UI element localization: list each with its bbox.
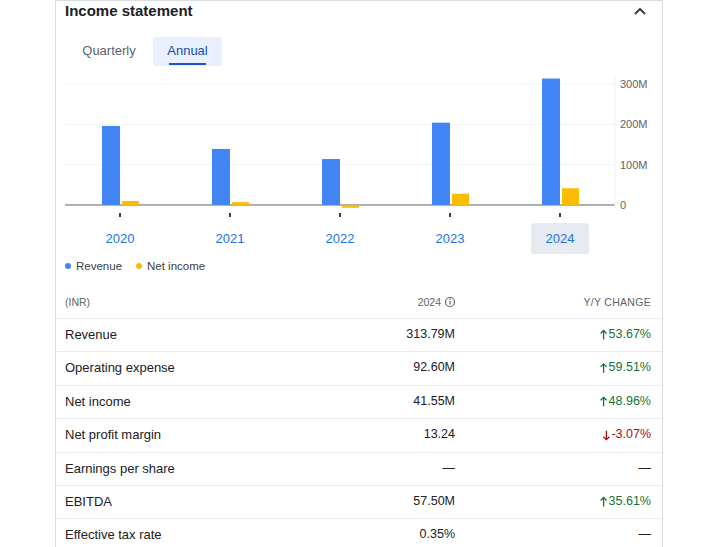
row-value: 41.55M bbox=[305, 394, 455, 408]
table-header: (INR) bbox=[65, 296, 90, 308]
bars bbox=[102, 79, 579, 208]
info-icon bbox=[449, 299, 450, 300]
row-label: Net profit margin bbox=[65, 427, 161, 442]
x-tick bbox=[339, 213, 341, 217]
change-arrow bbox=[601, 331, 607, 334]
row-change: — bbox=[501, 527, 651, 541]
bar bbox=[322, 159, 340, 205]
legend-label: Net income bbox=[147, 260, 205, 272]
legend-marker bbox=[65, 263, 71, 269]
row-separator bbox=[55, 418, 662, 419]
bar bbox=[122, 201, 139, 205]
grid-line bbox=[65, 124, 615, 125]
x-tick bbox=[119, 213, 121, 217]
row-value: 92.60M bbox=[305, 360, 455, 374]
bar bbox=[432, 123, 450, 205]
legend-marker bbox=[136, 263, 142, 269]
y-tick-label: 100M bbox=[620, 159, 648, 171]
x-tick bbox=[559, 213, 561, 217]
x-tick-label[interactable]: 2021 bbox=[216, 231, 245, 246]
change-arrow bbox=[601, 397, 607, 400]
row-separator bbox=[55, 385, 662, 386]
row-change: — bbox=[501, 461, 651, 475]
row-value: — bbox=[305, 461, 455, 475]
card-top-border bbox=[55, 0, 662, 1]
table-header: 2024 bbox=[385, 296, 441, 308]
x-tick-label[interactable]: 2023 bbox=[436, 231, 465, 246]
row-change: 59.51% bbox=[501, 360, 651, 374]
bar bbox=[232, 202, 249, 205]
bar bbox=[342, 205, 359, 208]
card-title: Income statement bbox=[65, 2, 193, 19]
row-change: 48.96% bbox=[501, 394, 651, 408]
row-value: 0.35% bbox=[305, 527, 455, 541]
change-arrow bbox=[601, 364, 607, 367]
bar bbox=[452, 194, 469, 205]
row-change: -3.07% bbox=[501, 427, 651, 441]
row-value: 57.50M bbox=[305, 494, 455, 508]
change-arrow bbox=[603, 437, 609, 440]
row-separator bbox=[55, 452, 662, 453]
row-label: Effective tax rate bbox=[65, 527, 162, 542]
card-left-border bbox=[55, 0, 56, 547]
y-tick-label: 300M bbox=[620, 78, 648, 90]
x-tick-label[interactable]: 2022 bbox=[326, 231, 355, 246]
row-change: 53.67% bbox=[501, 327, 651, 341]
row-separator bbox=[55, 485, 662, 486]
collapse-chevron[interactable] bbox=[635, 9, 645, 14]
row-label: Earnings per share bbox=[65, 461, 175, 476]
bar bbox=[212, 149, 230, 205]
value-axis-line bbox=[615, 76, 616, 209]
tab-underline bbox=[169, 63, 206, 65]
x-tick-label[interactable]: 2020 bbox=[106, 231, 135, 246]
x-tick bbox=[229, 213, 231, 217]
legend-label: Revenue bbox=[76, 260, 122, 272]
row-value: 13.24 bbox=[305, 427, 455, 441]
tab-label[interactable]: Annual bbox=[153, 43, 222, 58]
row-label: Net income bbox=[65, 394, 131, 409]
info-icon bbox=[449, 301, 450, 305]
info-icon bbox=[446, 298, 455, 307]
row-label: Revenue bbox=[65, 327, 117, 342]
row-separator bbox=[55, 351, 662, 352]
row-label: Operating expense bbox=[65, 360, 175, 375]
row-value: 313.79M bbox=[305, 327, 455, 341]
table-header: Y/Y CHANGE bbox=[551, 296, 651, 308]
row-label: EBITDA bbox=[65, 494, 112, 509]
bar bbox=[102, 126, 120, 205]
x-tick bbox=[449, 213, 451, 217]
bar bbox=[542, 79, 560, 205]
grid-line bbox=[65, 84, 615, 85]
row-separator bbox=[55, 518, 662, 519]
bar bbox=[562, 188, 579, 205]
tab-label[interactable]: Quarterly bbox=[68, 43, 150, 58]
x-tick-label[interactable]: 2024 bbox=[546, 231, 575, 246]
card-right-border bbox=[662, 0, 663, 547]
y-tick-label: 200M bbox=[620, 118, 648, 130]
change-arrow bbox=[601, 498, 607, 501]
row-change: 35.61% bbox=[501, 494, 651, 508]
row-separator bbox=[55, 318, 662, 319]
y-tick-label: 0 bbox=[620, 199, 626, 211]
category-highlight bbox=[531, 223, 589, 254]
